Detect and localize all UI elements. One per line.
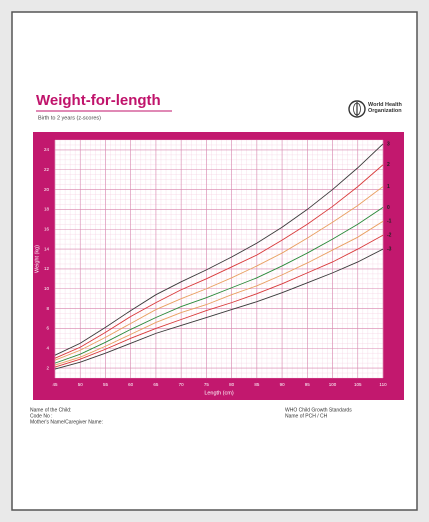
series-line — [54, 143, 384, 356]
x-tick-label: 105 — [354, 382, 362, 387]
y-tick-label: 4 — [46, 345, 49, 350]
series-label: 0 — [387, 205, 390, 211]
y-tick-label: 18 — [44, 207, 50, 212]
series-label: -2 — [387, 233, 392, 239]
subtitle: Birth to 2 years (z-scores) — [38, 115, 101, 121]
who-logo — [348, 100, 366, 118]
series-label: 3 — [387, 141, 390, 147]
x-axis-label: Length (cm) — [204, 390, 234, 396]
series-label: -1 — [387, 219, 392, 225]
title: Weight-for-length — [36, 92, 161, 109]
y-axis-label: Weight (kg) — [34, 245, 40, 273]
x-tick-label: 50 — [78, 382, 84, 387]
y-tick-label: 8 — [46, 306, 49, 311]
y-tick-label: 2 — [46, 365, 49, 370]
footer-left: Name of the Child: — [30, 407, 71, 413]
x-tick-label: 85 — [254, 382, 260, 387]
series-label: 2 — [387, 162, 390, 168]
x-tick-label: 100 — [329, 382, 337, 387]
series-line — [54, 186, 384, 361]
y-tick-label: 10 — [44, 286, 50, 291]
x-tick-label: 90 — [280, 382, 286, 387]
y-tick-label: 22 — [44, 167, 50, 172]
footer-left: Mother's Name/Caregiver Name: — [30, 419, 103, 425]
series-line — [54, 164, 384, 359]
series-label: -3 — [387, 246, 392, 252]
organization: World Health Organization — [368, 102, 402, 114]
org-box: World Health Organization — [368, 102, 402, 114]
y-tick-label: 14 — [44, 246, 50, 251]
series-label: 1 — [387, 184, 390, 190]
x-tick-label: 65 — [153, 382, 159, 387]
x-tick-label: 45 — [52, 382, 58, 387]
series-line — [54, 248, 384, 370]
footer-right: Name of PCH / CH — [285, 413, 328, 419]
series-line — [54, 220, 384, 366]
y-tick-label: 6 — [46, 326, 49, 331]
series-line — [54, 207, 384, 364]
x-tick-label: 55 — [103, 382, 109, 387]
y-tick-label: 12 — [44, 266, 50, 271]
footer: Name of the Child:Code No :Mother's Name… — [30, 407, 352, 425]
series-line — [54, 234, 384, 368]
y-tick-label: 16 — [44, 226, 50, 231]
x-tick-label: 60 — [128, 382, 134, 387]
y-tick-label: 20 — [44, 187, 50, 192]
footer-left: Code No : — [30, 413, 53, 419]
x-tick-label: 75 — [204, 382, 210, 387]
x-tick-label: 110 — [379, 382, 387, 387]
x-tick-label: 80 — [229, 382, 235, 387]
y-tick-label: 24 — [44, 147, 50, 152]
x-tick-label: 70 — [179, 382, 185, 387]
x-tick-label: 95 — [305, 382, 311, 387]
footer-right: WHO Child Growth Standards — [285, 407, 352, 413]
